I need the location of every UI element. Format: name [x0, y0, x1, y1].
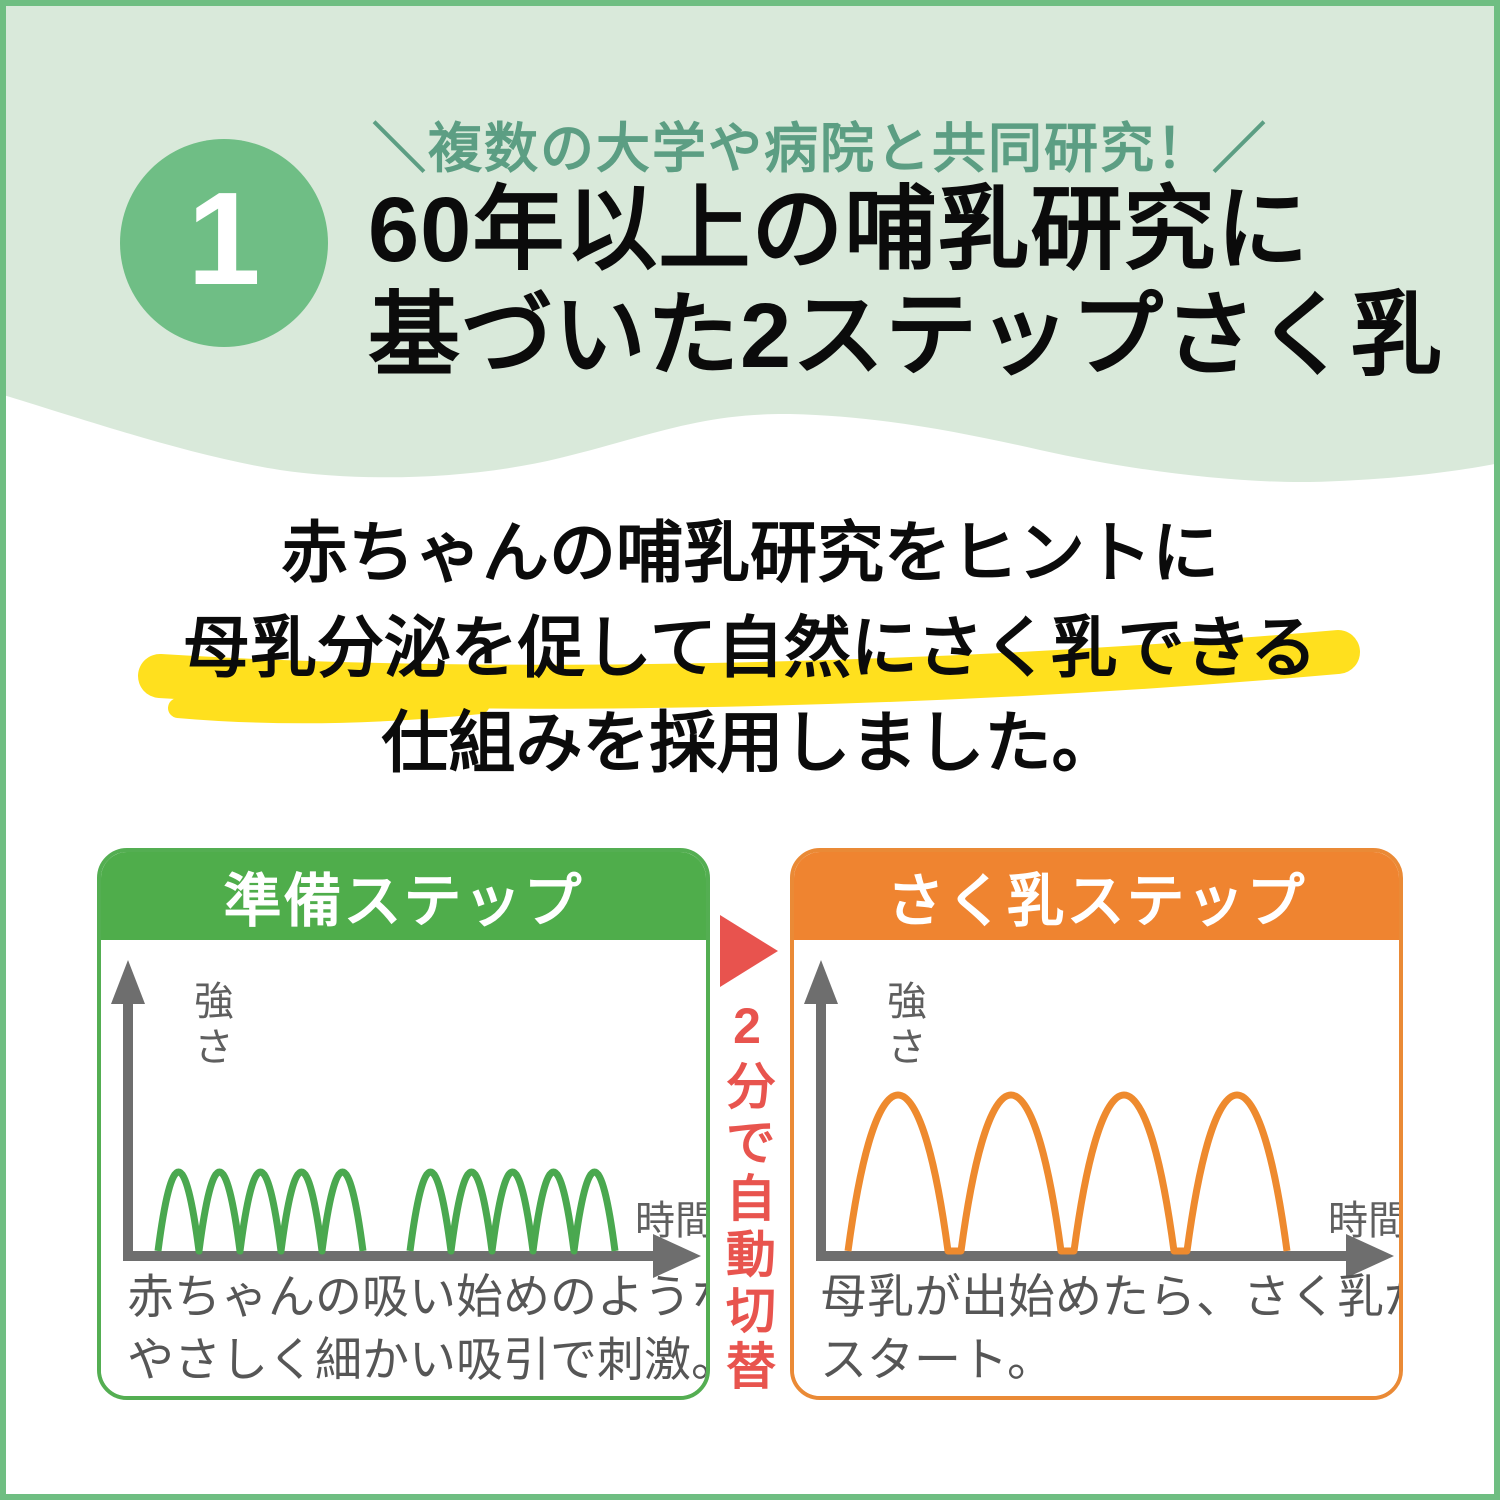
step-number-badge: 1	[120, 139, 328, 347]
expression-y-axis-label: 強さ	[881, 980, 925, 1072]
switch-arrow-icon	[720, 915, 778, 987]
step-number: 1	[187, 165, 261, 312]
panel-expression-step: さく乳ステップ 強さ 時間 母乳が出始めたら、さく乳が スタート。	[790, 848, 1403, 1400]
expression-wave-line	[844, 1091, 1291, 1255]
y-axis-arrow-icon	[804, 960, 838, 1004]
panel-preparation-step: 準備ステップ 強さ 時間 赤ちゃんの吸い始めのような やさしく細かい吸引で刺激。	[97, 848, 710, 1400]
y-axis-arrow-icon	[111, 960, 145, 1004]
preparation-y-axis-label: 強さ	[188, 980, 232, 1072]
panel-preparation-body: 強さ 時間 赤ちゃんの吸い始めのような やさしく細かい吸引で刺激。	[101, 940, 706, 1396]
expression-caption-line1: 母乳が出始めたら、さく乳が	[820, 1270, 1403, 1323]
preparation-wave-chart	[111, 960, 701, 1278]
panel-expression-body: 強さ 時間 母乳が出始めたら、さく乳が スタート。	[794, 940, 1399, 1396]
x-axis-arrow-icon	[1346, 1234, 1394, 1278]
preparation-caption-line1: 赤ちゃんの吸い始めのような	[127, 1270, 710, 1323]
x-axis-arrow-icon	[653, 1234, 701, 1278]
header-tagline: ＼複数の大学や病院と共同研究！／	[372, 119, 1268, 179]
page-title-line1: 60年以上の哺乳研究に	[368, 179, 1310, 281]
intro-line2-highlighted: 母乳分泌を促して自然にさく乳できる	[182, 611, 1318, 687]
page-title: 60年以上の哺乳研究に 基づいた2ステップさく乳	[368, 178, 1443, 390]
panel-expression-title: さく乳ステップ	[886, 869, 1307, 934]
intro-line1: 赤ちゃんの哺乳研究をヒントに	[281, 516, 1219, 591]
expression-x-axis-label: 時間	[1328, 1199, 1403, 1243]
preparation-caption: 赤ちゃんの吸い始めのような やさしく細かい吸引で刺激。	[127, 1266, 710, 1392]
intro-line3: 仕組みを採用しました。	[381, 706, 1119, 782]
panel-preparation-title: 準備ステップ	[223, 869, 584, 934]
panel-preparation-header: 準備ステップ	[101, 852, 706, 940]
switch-label: 2分で自動切替	[719, 998, 775, 1396]
intro-paragraph: 赤ちゃんの哺乳研究をヒントに 母乳分泌を促して自然にさく乳できる 仕組みを採用し…	[0, 506, 1500, 791]
preparation-x-axis-label: 時間	[635, 1199, 710, 1243]
preparation-caption-line2: やさしく細かい吸引で刺激。	[127, 1332, 710, 1386]
expression-wave-chart	[804, 960, 1394, 1278]
expression-caption: 母乳が出始めたら、さく乳が スタート。	[820, 1266, 1403, 1392]
expression-caption-line2: スタート。	[820, 1332, 1055, 1386]
panel-expression-header: さく乳ステップ	[794, 852, 1399, 940]
preparation-wave-line	[154, 1168, 619, 1255]
page-title-line2: 基づいた2ステップさく乳	[368, 284, 1444, 387]
header-wave-background	[0, 0, 1500, 483]
